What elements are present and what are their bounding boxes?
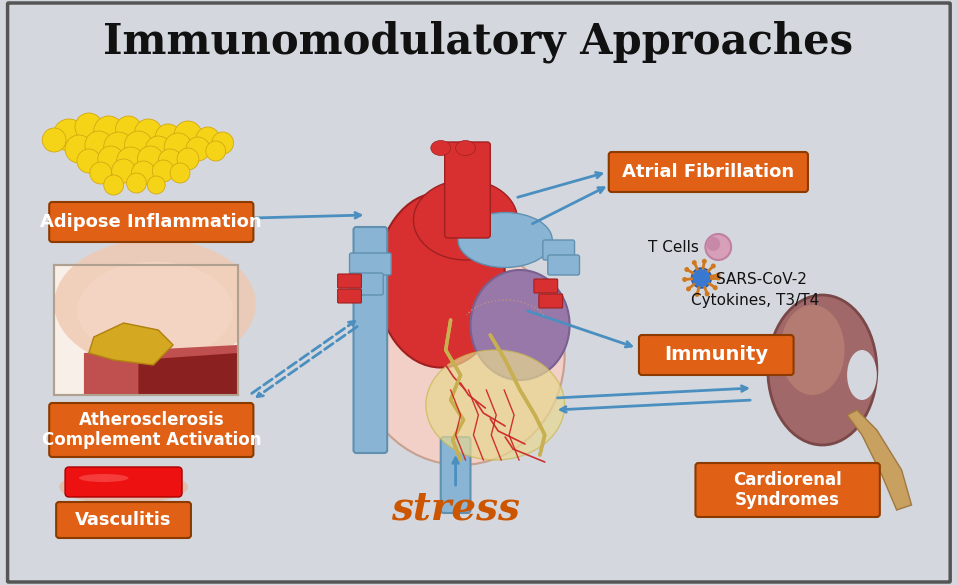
FancyBboxPatch shape <box>441 437 471 513</box>
FancyBboxPatch shape <box>338 274 362 288</box>
FancyBboxPatch shape <box>534 279 558 293</box>
Circle shape <box>134 119 162 147</box>
Text: T Cells: T Cells <box>648 240 699 256</box>
Circle shape <box>155 124 181 150</box>
Text: Atherosclerosis
Complement Activation: Atherosclerosis Complement Activation <box>41 411 261 449</box>
Circle shape <box>116 116 142 142</box>
Circle shape <box>65 135 93 163</box>
Circle shape <box>126 173 146 193</box>
Circle shape <box>716 273 721 277</box>
Circle shape <box>138 146 164 172</box>
Ellipse shape <box>59 470 188 504</box>
Circle shape <box>686 287 691 291</box>
FancyBboxPatch shape <box>543 240 574 260</box>
FancyBboxPatch shape <box>8 3 950 582</box>
Ellipse shape <box>78 261 233 359</box>
Text: Atrial Fibrillation: Atrial Fibrillation <box>622 163 794 181</box>
Circle shape <box>158 149 182 173</box>
FancyBboxPatch shape <box>349 253 391 275</box>
Circle shape <box>684 267 689 272</box>
Circle shape <box>42 128 66 152</box>
Circle shape <box>196 127 220 151</box>
Circle shape <box>152 160 174 182</box>
FancyBboxPatch shape <box>349 273 383 295</box>
Circle shape <box>711 263 716 269</box>
Circle shape <box>112 159 136 183</box>
Ellipse shape <box>456 140 476 156</box>
FancyBboxPatch shape <box>49 403 254 457</box>
Ellipse shape <box>78 474 128 482</box>
Ellipse shape <box>847 350 877 400</box>
Circle shape <box>704 291 710 297</box>
Circle shape <box>165 133 192 161</box>
Circle shape <box>85 131 113 159</box>
Ellipse shape <box>768 295 877 445</box>
FancyBboxPatch shape <box>65 467 182 497</box>
Polygon shape <box>139 353 237 395</box>
Polygon shape <box>89 323 173 365</box>
Circle shape <box>692 260 697 265</box>
Ellipse shape <box>376 192 505 367</box>
FancyBboxPatch shape <box>56 502 191 538</box>
Circle shape <box>145 136 171 162</box>
Circle shape <box>90 162 112 184</box>
Circle shape <box>716 276 721 280</box>
Circle shape <box>713 285 718 290</box>
Ellipse shape <box>780 305 845 395</box>
Circle shape <box>186 137 210 161</box>
Circle shape <box>211 132 234 154</box>
Circle shape <box>103 175 123 195</box>
Text: Immunity: Immunity <box>664 346 768 364</box>
Circle shape <box>174 121 202 149</box>
Text: Vasculitis: Vasculitis <box>76 511 172 529</box>
Ellipse shape <box>55 239 256 369</box>
Polygon shape <box>84 345 237 395</box>
Circle shape <box>131 161 155 185</box>
Circle shape <box>103 132 133 162</box>
FancyBboxPatch shape <box>353 227 388 453</box>
Ellipse shape <box>431 140 451 156</box>
Circle shape <box>206 141 226 161</box>
Ellipse shape <box>356 245 565 465</box>
FancyBboxPatch shape <box>49 202 254 242</box>
FancyBboxPatch shape <box>547 255 580 275</box>
Circle shape <box>682 277 687 282</box>
FancyBboxPatch shape <box>609 152 808 192</box>
Circle shape <box>54 119 85 151</box>
Circle shape <box>170 163 189 183</box>
Circle shape <box>147 176 166 194</box>
FancyBboxPatch shape <box>539 294 563 308</box>
Circle shape <box>77 149 100 173</box>
Circle shape <box>177 148 199 170</box>
Ellipse shape <box>471 270 569 380</box>
Circle shape <box>75 113 102 141</box>
Circle shape <box>695 292 700 297</box>
Text: stress: stress <box>391 489 520 527</box>
Text: Cytokines, T3/T4: Cytokines, T3/T4 <box>692 292 820 308</box>
Ellipse shape <box>426 350 565 460</box>
Circle shape <box>94 116 123 146</box>
Polygon shape <box>847 410 911 510</box>
Text: Immunomodulatory Approaches: Immunomodulatory Approaches <box>103 20 854 63</box>
FancyBboxPatch shape <box>338 289 362 303</box>
Circle shape <box>124 131 152 159</box>
Circle shape <box>706 237 721 251</box>
Circle shape <box>117 147 145 175</box>
Circle shape <box>98 146 123 172</box>
Circle shape <box>692 268 711 288</box>
FancyBboxPatch shape <box>696 463 879 517</box>
Circle shape <box>701 259 707 264</box>
Text: Cardiorenal
Syndromes: Cardiorenal Syndromes <box>733 470 842 510</box>
Text: Adipose Inflammation: Adipose Inflammation <box>40 213 262 231</box>
Ellipse shape <box>413 180 518 260</box>
FancyBboxPatch shape <box>55 265 237 395</box>
FancyBboxPatch shape <box>445 142 490 238</box>
Circle shape <box>705 234 731 260</box>
Text: SARS-CoV-2: SARS-CoV-2 <box>716 271 807 287</box>
Ellipse shape <box>458 212 552 267</box>
FancyBboxPatch shape <box>639 335 793 375</box>
